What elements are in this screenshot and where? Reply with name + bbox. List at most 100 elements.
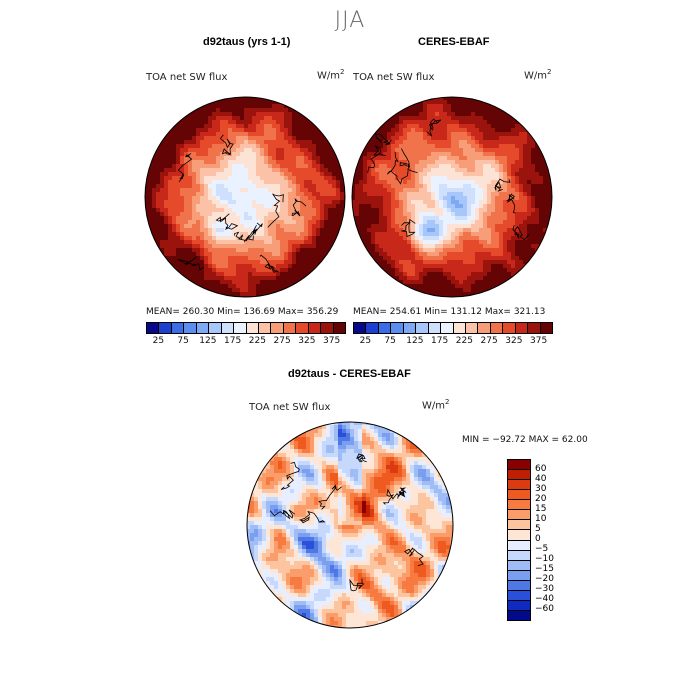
map-outline [351, 96, 553, 298]
colorbar-swatch [416, 323, 429, 333]
panel1-units: W/m2 [317, 68, 345, 82]
panel2-heatmap-field [352, 97, 552, 297]
colorbar-swatch [283, 323, 297, 333]
colorbar-swatch [366, 323, 379, 333]
colorbar-tick-label: 225 [248, 336, 266, 346]
colorbar-swatch [508, 600, 530, 611]
colorbar-swatch [271, 323, 284, 333]
panel1-colorbar-ticks: 25 75 125 175 225 275 325 375 [146, 336, 344, 348]
colorbar-tick-label: 125 [199, 336, 217, 346]
coastline-lines [367, 118, 530, 241]
panel1-variable: TOA net SW flux [146, 72, 228, 83]
season-title: JJA [334, 8, 366, 33]
panel3-stats: MIN = −92.72 MAX = 62.00 [462, 435, 588, 445]
colorbar-swatch [378, 323, 392, 333]
colorbar-swatch [508, 570, 530, 581]
colorbar-tick-label: −20 [535, 574, 554, 584]
colorbar-swatch [209, 323, 222, 333]
colorbar-swatch [296, 323, 309, 333]
colorbar-swatch [508, 480, 530, 491]
colorbar-tick-label: 25 [359, 336, 372, 346]
panel3-polar-map [246, 421, 454, 629]
colorbar-swatch [453, 323, 466, 333]
colorbar-swatch [196, 323, 210, 333]
colorbar-swatch [478, 323, 491, 333]
map-outline [144, 96, 346, 298]
colorbar-swatch [441, 323, 454, 333]
panel3-colorbar [507, 459, 531, 621]
colorbar-swatch [508, 550, 530, 561]
colorbar-tick-label: 175 [431, 336, 449, 346]
colorbar-tick-label: 30 [535, 484, 547, 494]
panel2-variable: TOA net SW flux [353, 72, 435, 83]
colorbar-tick-label: −5 [535, 544, 549, 554]
colorbar-swatch [528, 323, 541, 333]
colorbar-tick-label: 20 [535, 494, 547, 504]
panel2-colorbar-ticks: 25 75 125 175 225 275 325 375 [353, 336, 551, 348]
panel3-units: W/m2 [422, 398, 450, 412]
colorbar-swatch [508, 500, 530, 511]
panel1-colorbar [146, 322, 346, 334]
colorbar-tick-label: −10 [535, 554, 554, 564]
colorbar-tick-label: −60 [535, 604, 554, 614]
colorbar-swatch [508, 460, 530, 471]
colorbar-tick-label: 60 [535, 464, 547, 474]
colorbar-tick-label: 25 [152, 336, 165, 346]
colorbar-swatch [508, 470, 530, 481]
coastline-lines [177, 134, 307, 273]
colorbar-swatch [503, 323, 516, 333]
colorbar-tick-label: 75 [177, 336, 189, 346]
coastline-lines [269, 453, 424, 592]
colorbar-swatch [354, 323, 367, 333]
colorbar-swatch [159, 323, 172, 333]
panel2-title: CERES-EBAF [418, 36, 490, 48]
colorbar-swatch [508, 590, 530, 601]
panel2-stats: MEAN= 254.61 Min= 131.12 Max= 321.13 [353, 307, 546, 317]
colorbar-swatch [508, 490, 530, 501]
panel3-heatmap-field [247, 422, 453, 628]
colorbar-tick-label: 325 [298, 336, 316, 346]
panel2-colorbar [353, 322, 553, 334]
colorbar-swatch [221, 323, 235, 333]
map-outline [246, 421, 454, 629]
colorbar-swatch [171, 323, 185, 333]
colorbar-tick-label: 75 [384, 336, 396, 346]
colorbar-tick-label: 375 [323, 336, 341, 346]
colorbar-tick-label: −30 [535, 584, 554, 594]
colorbar-tick-label: 375 [530, 336, 548, 346]
colorbar-swatch [391, 323, 404, 333]
colorbar-swatch [508, 560, 530, 571]
colorbar-swatch [308, 323, 322, 333]
colorbar-swatch [508, 530, 530, 541]
panel3-variable: TOA net SW flux [249, 402, 331, 413]
colorbar-swatch [508, 510, 530, 521]
colorbar-swatch [508, 580, 530, 591]
colorbar-tick-label: 125 [406, 336, 424, 346]
panel1-stats: MEAN= 260.30 Min= 136.69 Max= 356.29 [146, 307, 339, 317]
panel1-title: d92taus (yrs 1-1) [203, 36, 291, 48]
colorbar-swatch [147, 323, 160, 333]
colorbar-tick-label: 325 [505, 336, 523, 346]
panel3-title: d92taus - CERES-EBAF [288, 368, 411, 380]
colorbar-swatch [333, 323, 345, 333]
colorbar-swatch [258, 323, 272, 333]
colorbar-swatch [540, 323, 552, 333]
panel2-polar-map [351, 96, 553, 298]
colorbar-tick-label: 225 [455, 336, 473, 346]
colorbar-swatch [321, 323, 334, 333]
colorbar-swatch [246, 323, 259, 333]
colorbar-tick-label: 15 [535, 504, 547, 514]
colorbar-tick-label: 0 [535, 534, 541, 544]
colorbar-swatch [508, 520, 530, 531]
colorbar-swatch [403, 323, 417, 333]
colorbar-tick-label: −40 [535, 594, 554, 604]
colorbar-swatch [234, 323, 247, 333]
colorbar-tick-label: 275 [480, 336, 498, 346]
panel3-colorbar-ticks: 60 40 30 20 15 10 5 0 −5 −10 −15 −20 −30 −40 −60 [535, 459, 575, 619]
colorbar-tick-label: 275 [273, 336, 291, 346]
panel2-units: W/m2 [524, 68, 552, 82]
colorbar-swatch [515, 323, 529, 333]
colorbar-swatch [508, 610, 530, 620]
colorbar-swatch [465, 323, 479, 333]
colorbar-swatch [184, 323, 197, 333]
